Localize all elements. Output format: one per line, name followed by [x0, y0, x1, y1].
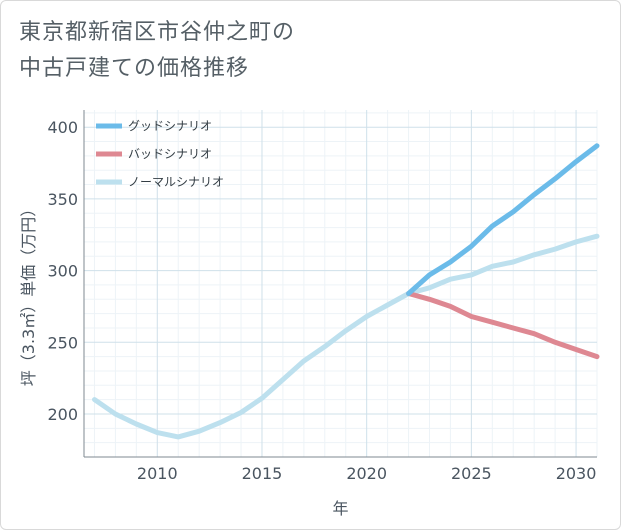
x-tick-label: 2020	[346, 464, 387, 483]
y-tick-label: 200	[47, 405, 78, 424]
legend-label-2: ノーマルシナリオ	[128, 175, 224, 189]
chart-title-line2: 中古戸建ての価格推移	[19, 56, 250, 81]
y-tick-label: 350	[47, 190, 78, 209]
y-tick-label: 300	[47, 262, 78, 281]
series-line-2	[92, 233, 600, 440]
x-axis-label: 年	[332, 499, 348, 518]
legend-label-1: バッドシナリオ	[128, 147, 212, 161]
y-tick-label: 250	[47, 333, 78, 352]
series-line-1	[406, 291, 600, 360]
series-line-0	[406, 143, 600, 296]
tick-labels: 2010 2015 2020 2025 2030 200 250 300 350 400	[47, 118, 596, 483]
chart-title-line1: 東京都新宿区市谷仲之町の	[19, 20, 296, 45]
y-axis-label: 坪（3.3㎡）単価（万円）	[19, 201, 38, 386]
chart-title: 東京都新宿区市谷仲之町の 中古戸建ての価格推移	[19, 15, 439, 87]
y-tick-label: 400	[47, 118, 78, 137]
x-tick-label: 2025	[451, 464, 492, 483]
legend-label-0: グッドシナリオ	[128, 119, 212, 133]
axes	[83, 110, 597, 458]
x-tick-label: 2015	[242, 464, 283, 483]
x-tick-label: 2030	[556, 464, 597, 483]
grid	[84, 110, 598, 458]
series-lines	[92, 143, 600, 440]
x-tick-label: 2010	[137, 464, 178, 483]
